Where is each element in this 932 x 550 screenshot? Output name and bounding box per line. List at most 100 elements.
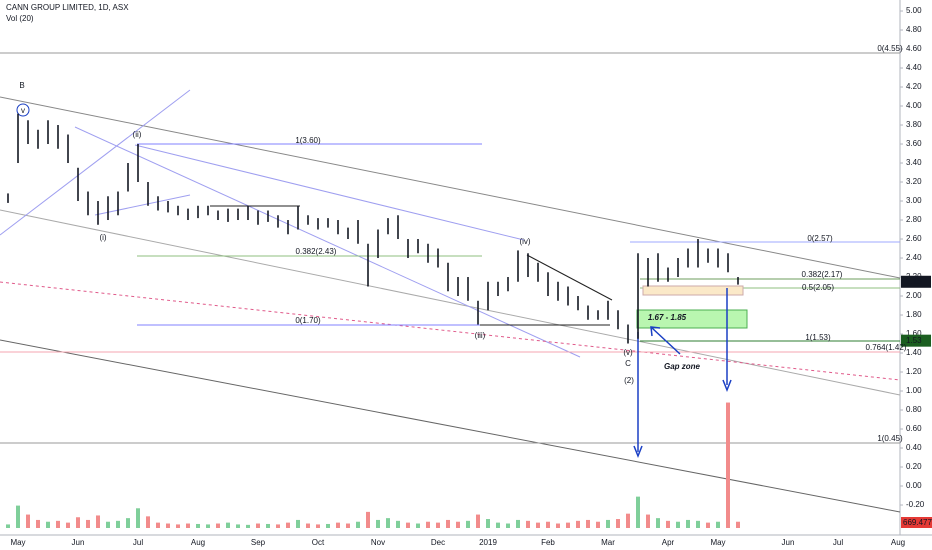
y-tick-label: 2.40 (906, 253, 922, 262)
annotation: C (625, 359, 631, 368)
volume-bar (586, 519, 590, 528)
volume-bar (316, 524, 320, 528)
x-tick-label: Feb (541, 538, 555, 547)
volume-bar (446, 519, 450, 528)
x-tick-label: Jul (133, 538, 143, 547)
volume-bar (86, 519, 90, 528)
wave-circle (16, 103, 30, 117)
channel-line (0, 89, 191, 236)
x-tick-label: Aug (891, 538, 905, 547)
volume-bar (496, 522, 500, 528)
y-tick-label: 4.60 (906, 44, 922, 53)
annotation: v (21, 106, 25, 115)
volume-bar (196, 523, 200, 528)
volume-bar (506, 523, 510, 528)
volume-bar (516, 519, 520, 528)
y-tick-label: 2.00 (906, 291, 922, 300)
y-tick-label: 0.40 (906, 443, 922, 452)
arrow-head (650, 326, 661, 337)
y-tick-label: 3.40 (906, 158, 922, 167)
volume-bar (36, 519, 40, 528)
annotation: 1.67 - 1.85 (648, 313, 687, 322)
volume-bar (536, 522, 540, 528)
annotation: (v) (623, 348, 633, 357)
channel-line (74, 126, 581, 358)
y-tick-label: 4.80 (906, 25, 922, 34)
volume-bar (436, 522, 440, 528)
volume-bar (656, 518, 660, 528)
drawings (0, 52, 901, 513)
arrow (651, 327, 681, 355)
y-tick-label: 0.80 (906, 405, 922, 414)
x-tick-label: Jun (782, 538, 795, 547)
x-tick-label: Aug (191, 538, 205, 547)
volume-bar (466, 520, 470, 528)
price-label: 1.53 (906, 336, 922, 345)
volume-bar (246, 524, 250, 528)
volume-label-box (901, 517, 932, 528)
annotation: (iv) (519, 237, 530, 246)
annotation: Gap zone (664, 362, 701, 371)
volume-bar (296, 519, 300, 528)
y-tick-label: 5.00 (906, 6, 922, 15)
y-tick-label: -0.20 (906, 500, 925, 509)
volume-bar (736, 521, 740, 528)
volume-bar (556, 523, 560, 528)
volume-bar (276, 524, 280, 528)
target-zone (636, 309, 748, 329)
volume-bar (56, 520, 60, 528)
volume-bar (406, 522, 410, 528)
volume-bar (346, 523, 350, 528)
x-tick-label: May (710, 538, 725, 547)
volume-bar (546, 521, 550, 528)
volume-bar (156, 522, 160, 528)
y-tick-label: 1.80 (906, 310, 922, 319)
y-tick-label: 2.60 (906, 234, 922, 243)
volume-bar (356, 521, 360, 528)
chart-title: CANN GROUP LIMITED, 1D, ASX (6, 3, 129, 12)
x-tick-label: Apr (662, 538, 675, 547)
y-tick-label: 2.80 (906, 215, 922, 224)
volume-bar (176, 524, 180, 528)
volume-bar (126, 518, 130, 528)
volume-bar (716, 521, 720, 528)
annotation: (ii) (133, 130, 142, 139)
volume-bar (96, 515, 100, 528)
volume-bar (306, 523, 310, 528)
volume-bar (486, 519, 490, 528)
x-tick-label: Jul (833, 538, 843, 547)
y-tick-label: 3.60 (906, 139, 922, 148)
volume-bar (46, 521, 50, 528)
channel-line (0, 339, 901, 513)
x-tick-label: May (10, 538, 25, 547)
volume-bar (626, 513, 630, 528)
annotation: (iii) (475, 331, 486, 340)
annotation: 1(3.60) (295, 136, 321, 145)
volume-bar (146, 516, 150, 528)
volume-bar (596, 521, 600, 528)
y-tick-label: 4.20 (906, 82, 922, 91)
volume-bar (6, 524, 10, 528)
volume-bar (706, 522, 710, 528)
annotation: 0.764(1.42) (866, 343, 907, 352)
y-tick-label: 1.20 (906, 367, 922, 376)
annotation: 0.5(2.05) (802, 283, 834, 292)
volume-bar (726, 402, 730, 528)
volume-bar (216, 523, 220, 528)
y-tick-label: 3.80 (906, 120, 922, 129)
volume-bar (566, 522, 570, 528)
volume-bar (266, 523, 270, 528)
arrow-head (722, 379, 732, 393)
volume-bar (476, 514, 480, 528)
y-tick-label: 1.40 (906, 348, 922, 357)
volume-bar (666, 520, 670, 528)
annotation: 1(1.53) (805, 333, 831, 342)
volume-bar (26, 514, 30, 528)
dashed-line (0, 281, 901, 381)
y-tick-label: 1.00 (906, 386, 922, 395)
volume-bar (386, 518, 390, 528)
volume-bar (426, 521, 430, 528)
channel-line (94, 194, 191, 216)
